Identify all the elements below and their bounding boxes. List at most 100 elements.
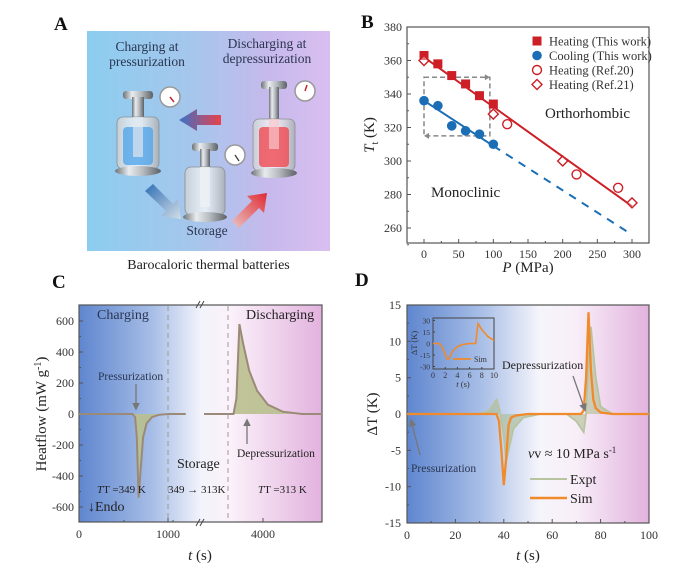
c-heatflow-discharging-line (204, 323, 322, 415)
b-ylabel-var: T (362, 143, 378, 153)
b-legend-marker (531, 64, 543, 76)
b-point-series1 (460, 126, 471, 136)
storage-cylinder-icon (183, 143, 246, 222)
arrow-storage-to-discharge-icon (232, 193, 267, 228)
panel-a-graphics (115, 80, 316, 228)
d-ytick-label: 5 (395, 371, 401, 385)
b-xtick-label: 50 (453, 247, 465, 261)
d-annotation-depressurization: Depressurization (502, 358, 583, 372)
b-xtick-label: 150 (519, 247, 537, 261)
b-xlabel-unit: (MPa) (512, 260, 554, 276)
b-point-series1 (419, 95, 429, 106)
d-inset-sim-line (433, 321, 495, 360)
d-inset-ytick-label: 15 (423, 328, 431, 337)
c-xtick-label: 0 (76, 527, 82, 541)
c-axis-break-icon (195, 300, 205, 527)
c-temp-charging: TT =349 K (97, 484, 146, 496)
b-legend-marker (531, 78, 543, 91)
d-inset-xlabel: t (s) (456, 379, 470, 389)
d-arrow-depressurization-icon (572, 375, 587, 412)
b-annotation-orthorhombic: Orthorhombic (545, 106, 630, 122)
d-inset-xtick-label: 4 (455, 371, 459, 380)
b-heating-fit-line (423, 56, 633, 208)
b-point-series1 (433, 100, 443, 111)
b-point-series3 (418, 54, 430, 67)
charging-label-line2: pressurization (109, 54, 185, 69)
d-rate-label: vv ≈ 10 MPa s-1 (528, 445, 616, 462)
d-arrow-pressurization-icon (408, 418, 421, 456)
b-point-series0 (474, 91, 484, 101)
d-xtick-label: 40 (498, 528, 510, 542)
panel-letter-c: C (52, 272, 66, 293)
d-inset-xtick-label: 6 (468, 371, 472, 380)
b-ytick-label: 320 (384, 121, 402, 135)
discharging-label-line2: depressurization (222, 51, 312, 66)
d-inset-legend-label: Sim (474, 355, 488, 364)
d-xtick-label: 80 (595, 528, 607, 542)
b-point-series0 (419, 50, 429, 60)
d-legend: Expt Sim (530, 473, 597, 507)
discharged-cylinder-icon (251, 80, 316, 178)
d-xtick-label: 60 (546, 528, 558, 542)
d-annotation-pressurization: Pressurization (411, 463, 476, 475)
d-inset-xtick-label: 8 (480, 371, 484, 380)
b-xtick-label: 200 (554, 247, 572, 261)
c-region-discharging: Discharging (246, 308, 314, 323)
d-inset-frame (432, 317, 495, 370)
b-legend-marker (532, 36, 542, 46)
c-ytick-label: -600 (52, 500, 74, 514)
c-ytick-label: 200 (56, 376, 74, 390)
d-xlabel-unit: (s) (520, 548, 540, 564)
b-cooling-fit-line (423, 99, 494, 147)
b-ylabel-sub: t (370, 142, 381, 145)
c-temp-charging-value: T =349 K (103, 484, 146, 496)
d-xtick-label: 0 (404, 528, 410, 542)
d-inset-ytick-label: -15 (420, 351, 430, 360)
b-point-series2 (502, 118, 513, 130)
c-ylabel-sup: -1 (33, 362, 44, 370)
b-legend-marker (532, 50, 542, 61)
b-point-series0 (461, 79, 471, 89)
panel-letter-b: B (361, 12, 374, 33)
b-ytick-label: 380 (384, 20, 402, 34)
d-sim-line (407, 312, 649, 486)
c-temp-storage: 349 → 313K (168, 484, 226, 496)
b-xtick-label: 100 (484, 247, 502, 261)
c-heatflow-discharging-fill (204, 324, 322, 414)
b-point-series0 (488, 99, 498, 109)
d-plot-background (406, 304, 650, 524)
d-ytick-label: -10 (385, 480, 401, 494)
c-annotation-endo: ↓Endo (88, 500, 125, 515)
charged-cylinder-icon (115, 86, 181, 176)
b-dashed-box-arrow-icon (424, 132, 429, 139)
d-xtick-label: 100 (640, 528, 658, 542)
b-point-series3 (556, 155, 569, 167)
b-xtick-label: 300 (623, 247, 641, 261)
c-ytick-label: -200 (52, 438, 74, 452)
panel-letter-d: D (355, 270, 369, 291)
d-xtick-label: 20 (449, 528, 461, 542)
storage-label: Storage (186, 223, 228, 238)
d-ytick-label: -5 (391, 443, 401, 457)
b-plot-frame (406, 26, 650, 244)
panel-a-caption: Barocaloric thermal batteries (127, 258, 290, 273)
d-ylabel-unit: (K) (365, 392, 381, 417)
b-legend-label: Heating (Ref.20) (549, 64, 634, 78)
d-ytick-label: 15 (389, 298, 401, 312)
b-point-series1 (488, 139, 499, 150)
b-xtick-label: 0 (421, 247, 427, 261)
b-legend-label: Cooling (This work) (549, 49, 652, 63)
d-expt-fill (407, 326, 649, 462)
c-region-storage: Storage (177, 457, 220, 472)
c-temp-discharging-value: T =313 K (264, 484, 307, 496)
c-ytick-label: 400 (56, 345, 74, 359)
b-annotation-monoclinic: Monoclinic (431, 185, 500, 201)
b-xtick-label: 250 (588, 247, 606, 261)
d-rate-label-main: v ≈ 10 MPa s (534, 447, 609, 462)
c-heatflow-charging-fill (79, 414, 186, 498)
c-ytick-label: 0 (68, 407, 74, 421)
d-ytick-label: -15 (385, 516, 401, 530)
c-heatflow-charging-line (79, 413, 186, 498)
b-ylabel: Tt (K) (362, 117, 381, 153)
c-temp-discharging: TT =313 K (258, 484, 307, 496)
